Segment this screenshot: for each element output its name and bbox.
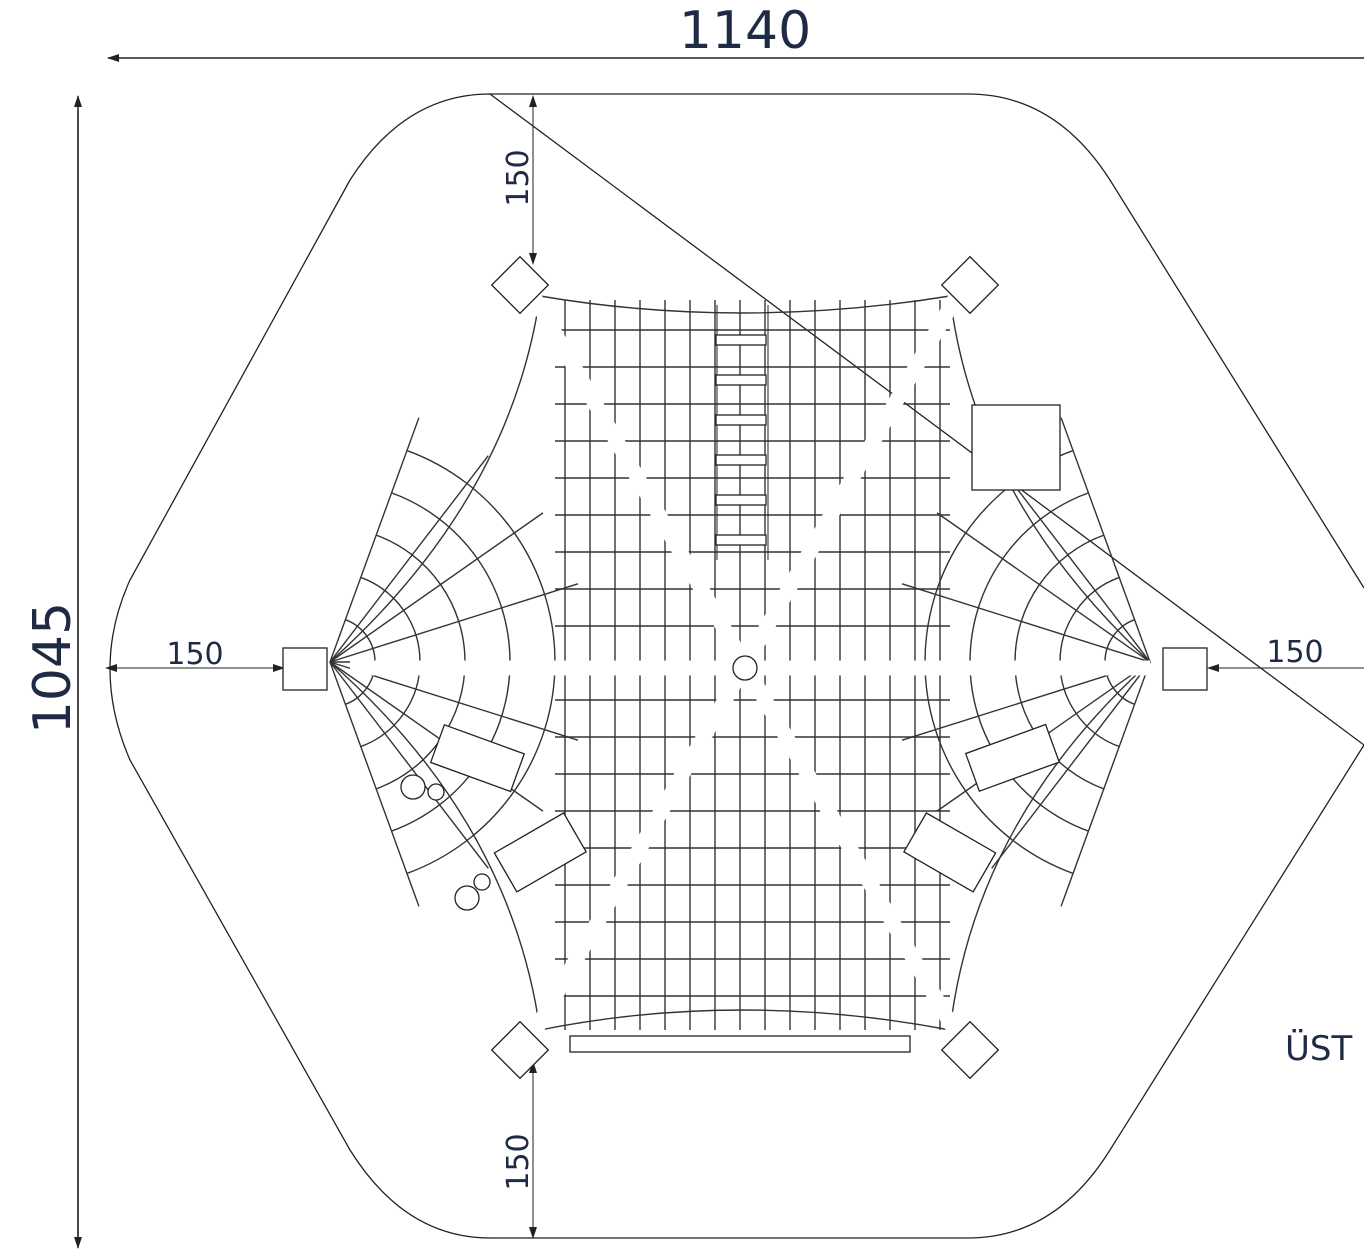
clearance-right-label: 150 bbox=[1266, 635, 1323, 670]
ladder bbox=[715, 305, 769, 560]
view-label: ÜST bbox=[1285, 1028, 1352, 1069]
climbing-net-structure bbox=[282, 255, 1208, 1080]
height-dimension: 1045 bbox=[23, 95, 83, 1249]
clearance-top-dimension: 150 bbox=[501, 95, 537, 265]
width-dimension: 1140 bbox=[107, 1, 1364, 62]
height-dimension-label: 1045 bbox=[23, 602, 83, 734]
width-dimension-label: 1140 bbox=[679, 1, 811, 61]
bottom-bar bbox=[569, 1035, 911, 1053]
clearance-bottom-label: 150 bbox=[501, 1133, 536, 1190]
clearance-top-label: 150 bbox=[501, 149, 536, 206]
clearance-left-label: 150 bbox=[166, 637, 223, 672]
climbing-panels bbox=[429, 404, 1061, 893]
safety-zone-outline bbox=[109, 93, 1364, 1239]
clearance-right-dimension: 150 bbox=[1207, 635, 1364, 672]
base-plates bbox=[282, 255, 1208, 1080]
clearance-left-dimension: 150 bbox=[105, 637, 285, 672]
clearance-bottom-dimension: 150 bbox=[501, 1061, 537, 1239]
